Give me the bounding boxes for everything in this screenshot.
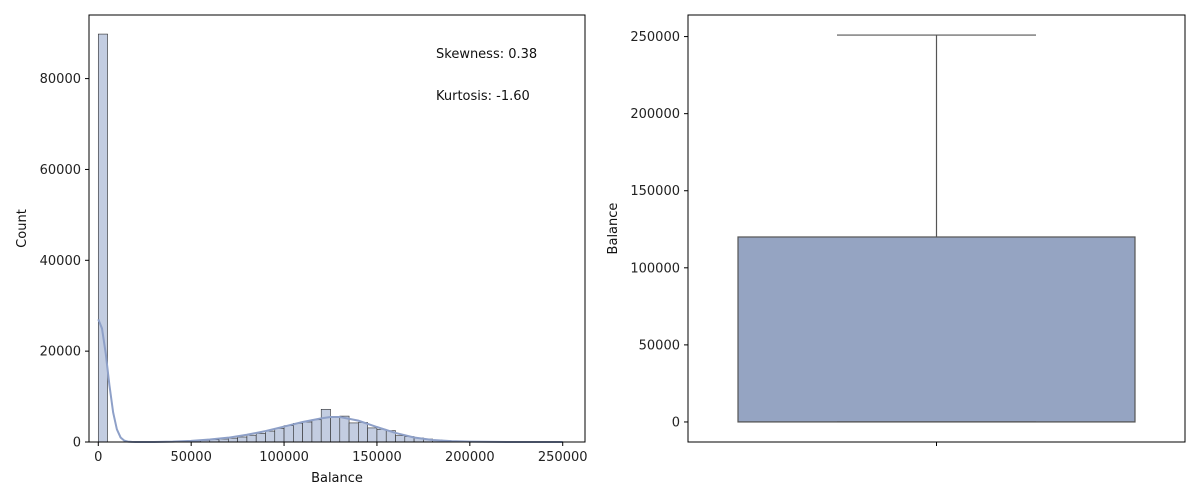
histogram-bar — [320, 408, 331, 443]
histogram-bar — [255, 433, 266, 443]
y-tick-label: 40000 — [40, 254, 81, 269]
x-tick-label: 100000 — [259, 450, 309, 465]
y-tick-label: 150000 — [630, 184, 680, 199]
histogram-axes-frame — [88, 14, 586, 443]
x-tick-label: 50000 — [170, 450, 211, 465]
histogram-bar — [376, 428, 387, 443]
y-tick-label: 20000 — [40, 345, 81, 360]
histogram-bar — [293, 423, 303, 443]
histogram-bar — [367, 427, 378, 443]
boxplot-y-ticks: 0 50000 100000 150000 200000 250000 — [630, 30, 688, 430]
y-tick-label: 250000 — [630, 30, 680, 45]
histogram-panel: 0 50000 100000 150000 200000 250000 0 20000 400… — [15, 14, 588, 486]
histogram-y-ticks: 0 20000 40000 60000 80000 — [40, 72, 89, 451]
boxplot-panel: 0 50000 100000 150000 200000 250000 Balance — [606, 14, 1186, 446]
x-tick-label: 200000 — [445, 450, 495, 465]
boxplot-y-axis-label: Balance — [606, 203, 621, 255]
histogram-bar — [358, 422, 368, 443]
histogram-bar — [395, 435, 406, 443]
histogram-bar — [339, 415, 350, 443]
histogram-y-axis-label: Count — [15, 209, 30, 248]
histogram-bar — [302, 421, 313, 443]
y-tick-label: 80000 — [40, 72, 81, 87]
box-iqr — [737, 236, 1136, 423]
histogram-x-ticks: 0 50000 100000 150000 200000 250000 — [94, 442, 588, 465]
histogram-bar — [97, 33, 108, 443]
histogram-bar — [274, 428, 285, 443]
histogram-bar — [237, 436, 248, 443]
y-tick-label: 50000 — [639, 338, 680, 353]
y-tick-label: 60000 — [40, 163, 81, 178]
x-tick-label: 150000 — [352, 450, 402, 465]
kde-curve — [97, 318, 563, 443]
y-tick-label: 0 — [73, 436, 81, 451]
kurtosis-annotation: Kurtosis: -1.60 — [436, 89, 530, 104]
histogram-bar — [246, 434, 257, 443]
y-tick-label: 100000 — [630, 261, 680, 276]
x-tick-label: 0 — [94, 450, 102, 465]
histogram-bar — [330, 417, 341, 443]
histogram-bar — [228, 437, 238, 443]
y-tick-label: 0 — [672, 415, 680, 430]
histogram-bar — [265, 430, 276, 443]
y-tick-label: 200000 — [630, 107, 680, 122]
histogram-x-axis-label: Balance — [311, 471, 363, 486]
histogram-bar — [283, 425, 294, 443]
histogram-bar — [348, 422, 359, 443]
skewness-annotation: Skewness: 0.38 — [436, 47, 537, 62]
x-tick-label: 250000 — [538, 450, 588, 465]
histogram-bar — [311, 419, 322, 443]
